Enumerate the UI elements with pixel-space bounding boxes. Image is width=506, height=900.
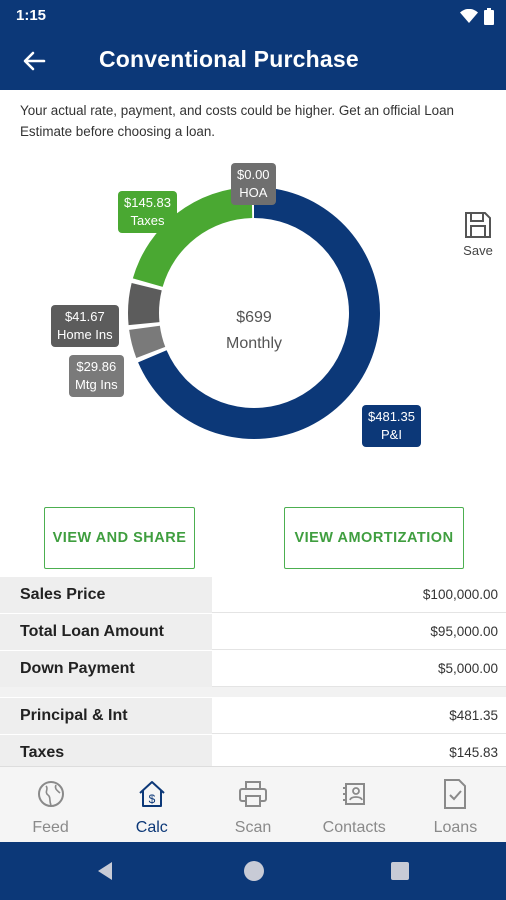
row-value: $95,000.00	[212, 614, 506, 650]
nav-calc[interactable]: $ Calc	[101, 767, 202, 842]
disclaimer-text: Your actual rate, payment, and costs cou…	[20, 103, 454, 139]
nav-label: Loans	[433, 819, 478, 836]
nav-label: Contacts	[322, 819, 386, 836]
row-label: Down Payment	[0, 651, 212, 687]
nav-contacts[interactable]: Contacts	[304, 767, 405, 842]
square-recents-icon	[391, 862, 409, 880]
row-label: Total Loan Amount	[0, 614, 212, 650]
circle-home-icon	[244, 861, 264, 881]
view-and-share-button[interactable]: VIEW AND SHARE	[44, 507, 195, 569]
callout-label: P&I	[381, 427, 402, 442]
row-value: $481.35	[212, 698, 506, 734]
chart-center: $699 Monthly	[190, 305, 318, 357]
nav-loans[interactable]: Loans	[405, 767, 506, 842]
house-dollar-icon: $	[136, 777, 168, 811]
callout-home-ins: $41.67 Home Ins	[51, 305, 119, 347]
save-label: Save	[463, 243, 493, 258]
summary-row-sales-price: Sales Price $100,000.00	[0, 577, 506, 613]
callout-mtg-ins: $29.86 Mtg Ins	[69, 355, 124, 397]
floppy-disk-icon	[465, 212, 491, 238]
view-amortization-button[interactable]: VIEW AMORTIZATION	[284, 507, 464, 569]
callout-label: Mtg Ins	[75, 377, 118, 392]
donut-segment-mtg-ins	[129, 325, 166, 358]
callout-label: Home Ins	[57, 327, 113, 342]
row-label: Sales Price	[0, 577, 212, 613]
donut-segment-home-ins	[127, 282, 162, 326]
status-icons	[460, 7, 494, 25]
status-bar: 1:15	[0, 0, 506, 32]
nav-label: Scan	[234, 819, 272, 836]
donut-segment-taxes	[132, 187, 253, 287]
triangle-back-icon	[98, 862, 112, 880]
system-nav-bar	[0, 842, 506, 900]
section-divider	[0, 687, 506, 697]
row-value: $5,000.00	[212, 651, 506, 687]
nav-label: Calc	[135, 819, 168, 836]
summary-row-down-payment: Down Payment $5,000.00	[0, 651, 506, 687]
document-check-icon	[441, 777, 469, 811]
callout-value: $145.83	[124, 195, 171, 210]
payment-donut-chart: $699 Monthly $0.00 HOA $145.83 Taxes $41…	[0, 150, 506, 480]
wifi-icon	[460, 9, 478, 23]
callout-value: $481.35	[368, 409, 415, 424]
back-button[interactable]	[14, 42, 54, 80]
nav-label: Feed	[32, 819, 69, 836]
system-recents-button[interactable]	[385, 856, 415, 886]
svg-text:$: $	[148, 792, 155, 806]
callout-hoa: $0.00 HOA	[231, 163, 276, 205]
callout-label: HOA	[239, 185, 268, 200]
globe-icon	[36, 777, 66, 811]
nav-feed[interactable]: Feed	[0, 767, 101, 842]
system-home-button[interactable]	[239, 856, 269, 886]
summary-row-total-loan: Total Loan Amount $95,000.00	[0, 614, 506, 650]
bottom-nav: Feed $ Calc Scan Contacts Loans	[0, 766, 506, 842]
summary-row-principal-int: Principal & Int $481.35	[0, 698, 506, 734]
system-back-button[interactable]	[90, 856, 120, 886]
donut-svg	[127, 187, 381, 440]
nav-scan[interactable]: Scan	[202, 767, 303, 842]
callout-pi: $481.35 P&I	[362, 405, 421, 447]
row-value: $100,000.00	[212, 577, 506, 613]
monthly-total: $699	[236, 309, 272, 326]
row-value: $145.83	[212, 735, 506, 766]
summary-row-taxes: Taxes $145.83	[0, 735, 506, 766]
battery-icon	[484, 7, 494, 25]
save-button[interactable]: Save	[456, 210, 500, 258]
callout-taxes: $145.83 Taxes	[118, 191, 177, 233]
row-label: Principal & Int	[0, 698, 212, 734]
page-title: Conventional Purchase	[99, 46, 359, 72]
row-label: Taxes	[0, 735, 212, 766]
status-time: 1:15	[16, 7, 47, 24]
loan-summary-list: Sales Price $100,000.00 Total Loan Amoun…	[0, 576, 506, 766]
monthly-label: Monthly	[225, 335, 283, 352]
callout-label: Taxes	[130, 213, 165, 228]
app-bar: Conventional Purchase	[0, 32, 506, 90]
arrow-left-icon	[23, 51, 46, 71]
contacts-icon	[338, 777, 370, 811]
callout-value: $0.00	[237, 167, 270, 182]
callout-value: $41.67	[64, 309, 105, 324]
callout-value: $29.86	[76, 359, 117, 374]
printer-icon	[237, 777, 269, 811]
